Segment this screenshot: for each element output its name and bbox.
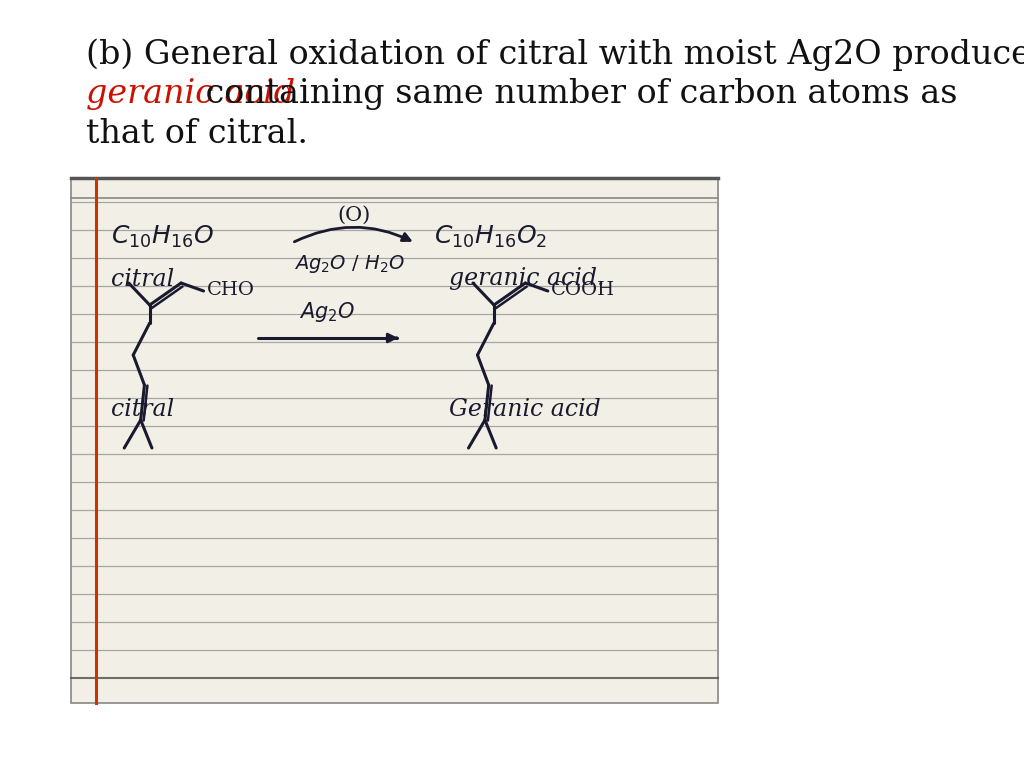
Text: containing same number of carbon atoms as: containing same number of carbon atoms a…	[195, 78, 957, 110]
Text: that of citral.: that of citral.	[86, 118, 308, 150]
Text: citral: citral	[111, 267, 174, 290]
Text: Geranic acid: Geranic acid	[450, 399, 601, 422]
Text: geranic acid.: geranic acid.	[450, 267, 604, 290]
Text: $C_{10}H_{16}O_2$: $C_{10}H_{16}O_2$	[434, 224, 547, 250]
Text: $C_{10}H_{16}O$: $C_{10}H_{16}O$	[111, 224, 214, 250]
Text: CHO: CHO	[207, 281, 255, 299]
Text: (b) General oxidation of citral with moist Ag2O produces: (b) General oxidation of citral with moi…	[86, 38, 1024, 71]
Text: geranic acid: geranic acid	[86, 78, 295, 110]
Text: COOH: COOH	[551, 281, 615, 299]
Text: $Ag_{2}O\ /\ H_{2}O$: $Ag_{2}O\ /\ H_{2}O$	[294, 253, 406, 275]
Text: (O): (O)	[337, 206, 371, 225]
Text: $Ag_{2}O$: $Ag_{2}O$	[299, 300, 355, 324]
Text: citral: citral	[111, 399, 174, 422]
Bar	[71, 178, 719, 703]
